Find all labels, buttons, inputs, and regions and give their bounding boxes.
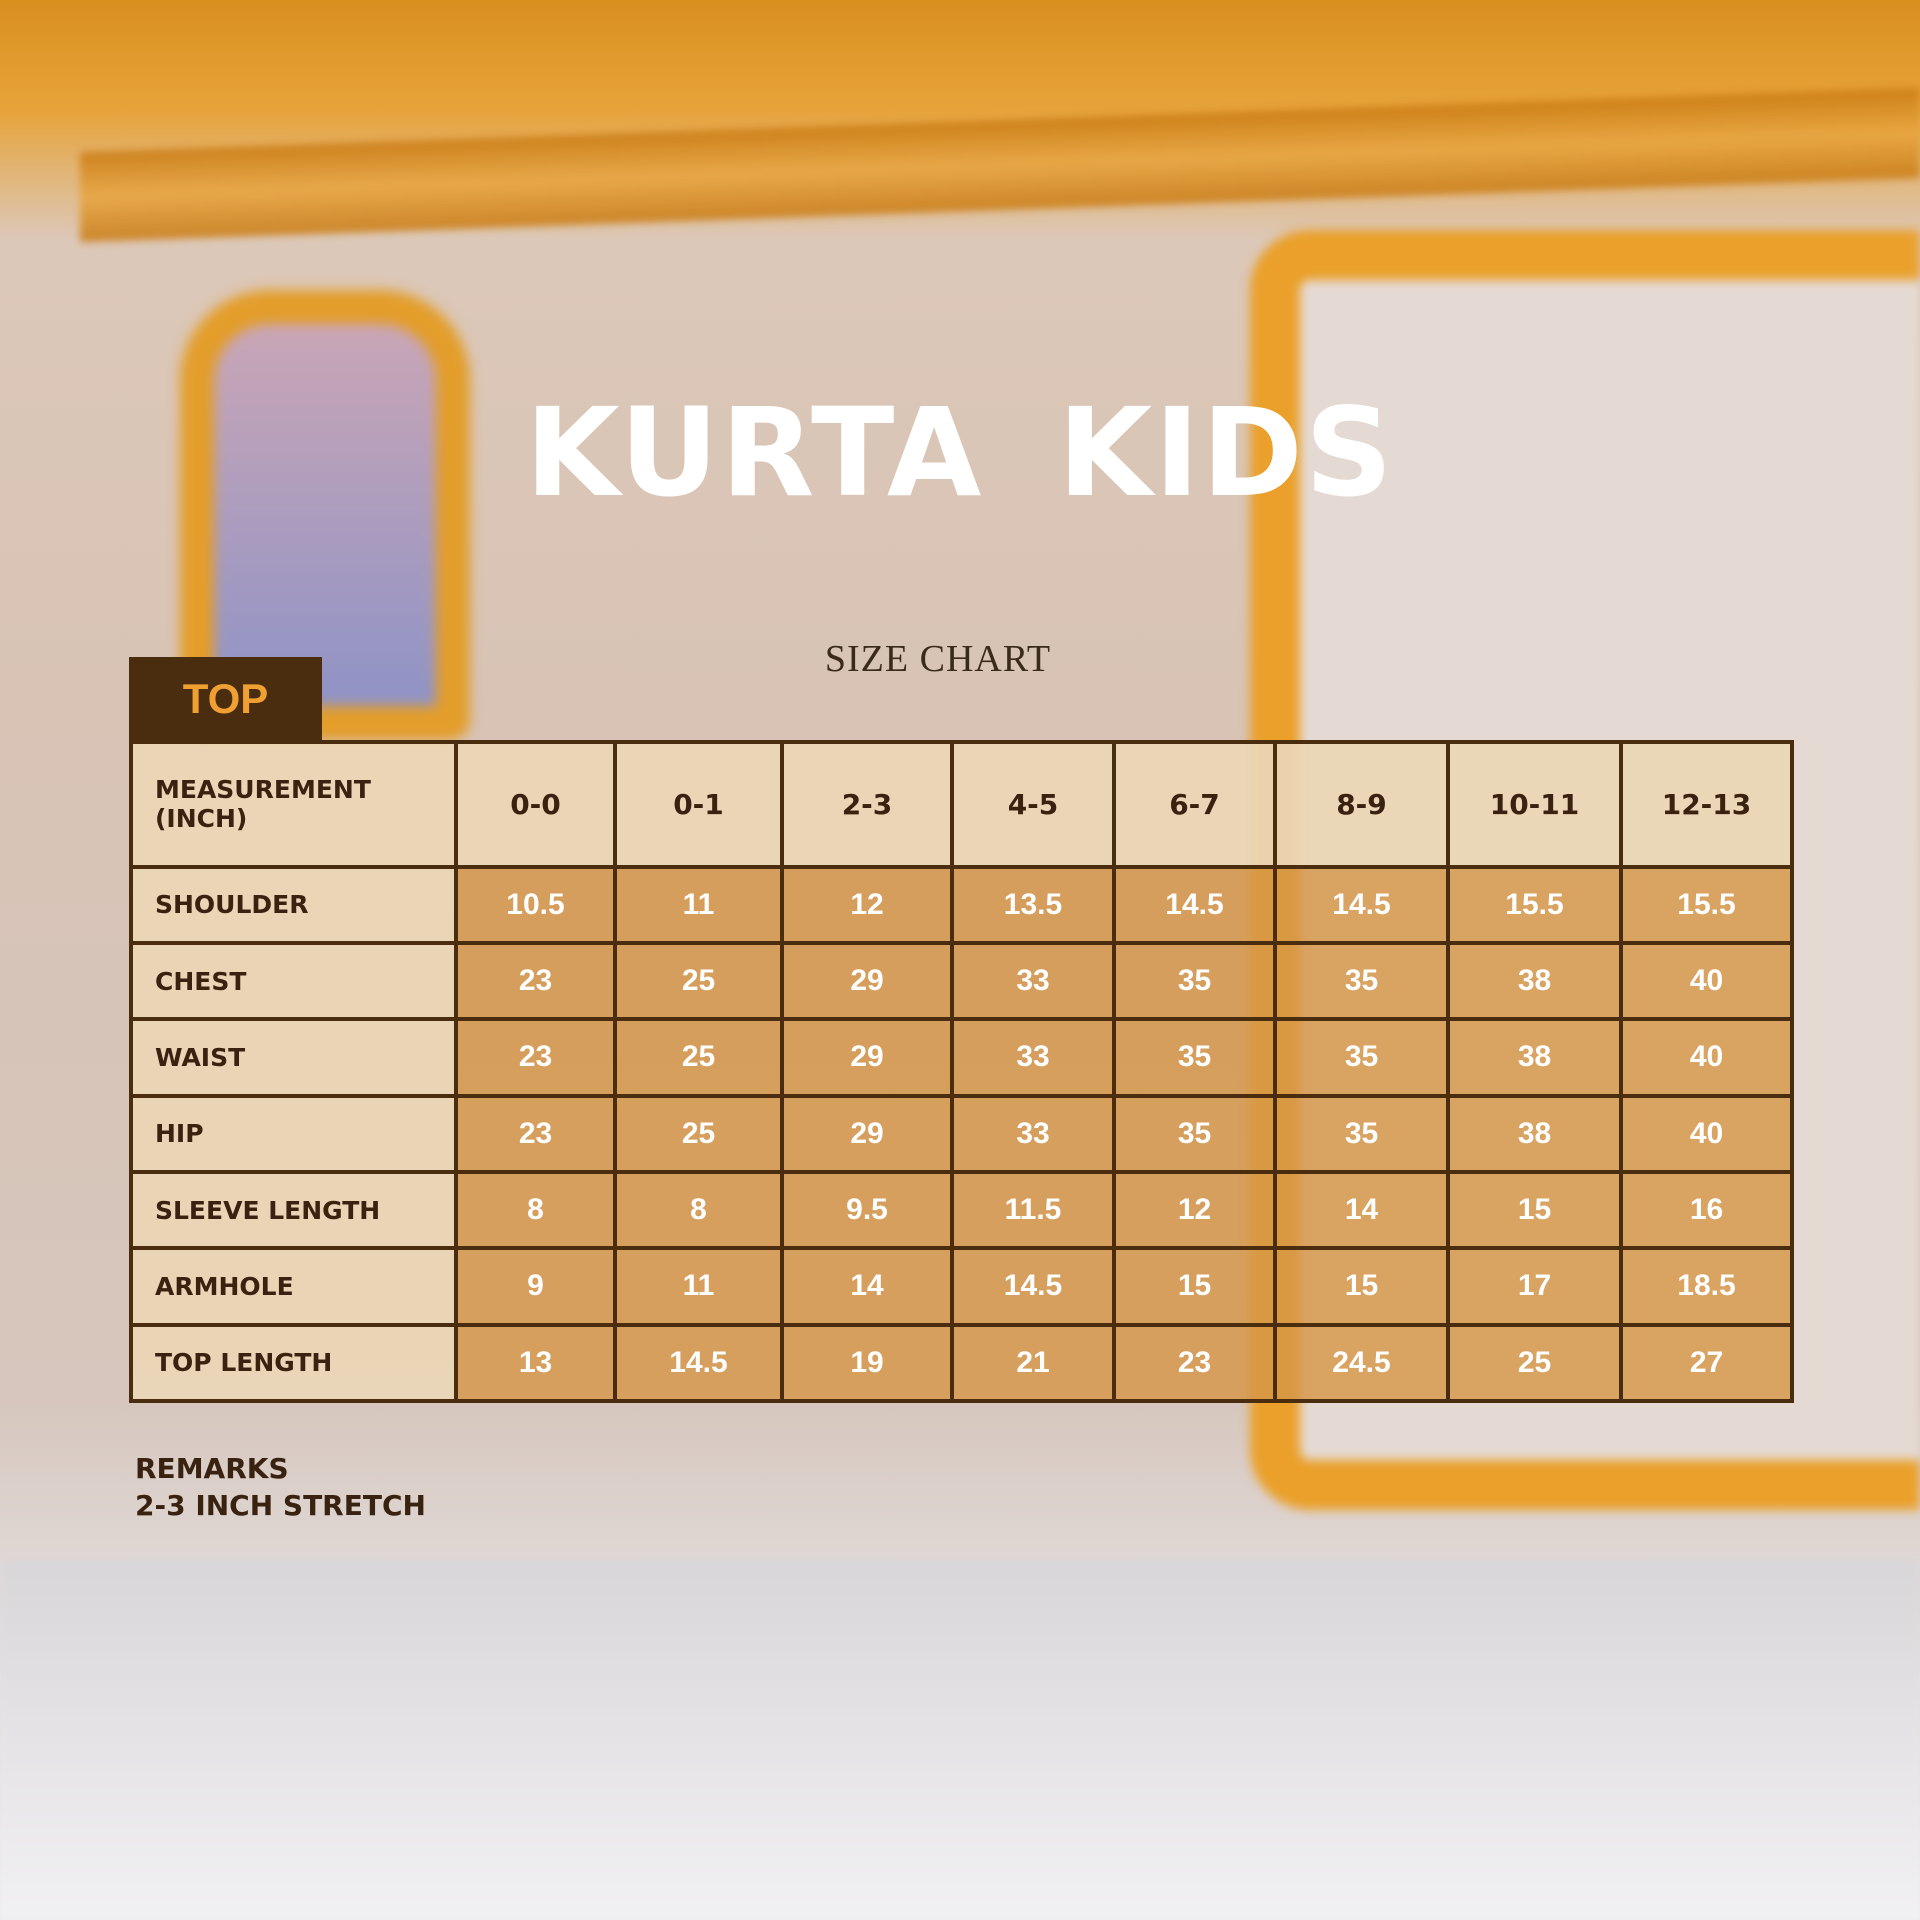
table-row: SHOULDER 10.5 11 12 13.5 14.5 14.5 15.5 15.5: [129, 864, 1794, 945]
value-cell: 14: [780, 1246, 954, 1327]
value-cell: 29: [780, 1017, 954, 1098]
row-label: HIP: [129, 1093, 458, 1174]
value-cell: 25: [613, 1093, 784, 1174]
table-row: CHEST 23 25 29 33 35 35 38 40: [129, 940, 1794, 1022]
size-header: 12-13: [1619, 740, 1794, 869]
value-cell: 12: [780, 864, 954, 945]
value-cell: 17: [1446, 1246, 1623, 1327]
value-cell: 23: [454, 1017, 617, 1098]
value-cell: 33: [950, 940, 1116, 1022]
value-cell: 25: [613, 1017, 784, 1098]
remarks-label: REMARKS: [135, 1452, 289, 1485]
remarks: REMARKS 2-3 INCH STRETCH: [135, 1450, 426, 1524]
table-row: HIP 23 25 29 33 35 35 38 40: [129, 1093, 1794, 1174]
table-row: ARMHOLE 9 11 14 14.5 15 15 17 18.5: [129, 1246, 1794, 1327]
row-label: SHOULDER: [129, 864, 458, 945]
value-cell: 35: [1273, 940, 1450, 1022]
value-cell: 9: [454, 1246, 617, 1327]
row-label: CHEST: [129, 940, 458, 1022]
value-cell: 14.5: [1112, 864, 1277, 945]
value-cell: 33: [950, 1093, 1116, 1174]
value-cell: 13.5: [950, 864, 1116, 945]
value-cell: 9.5: [780, 1169, 954, 1251]
value-cell: 24.5: [1273, 1322, 1450, 1404]
value-cell: 35: [1112, 940, 1277, 1022]
size-header: 8-9: [1273, 740, 1450, 869]
value-cell: 23: [454, 940, 617, 1022]
value-cell: 35: [1273, 1017, 1450, 1098]
size-header: 0-1: [613, 740, 784, 869]
background-ceiling: [80, 87, 1920, 243]
row-label: TOP LENGTH: [129, 1322, 458, 1404]
value-cell: 29: [780, 940, 954, 1022]
value-cell: 27: [1619, 1322, 1794, 1404]
value-cell: 23: [454, 1093, 617, 1174]
value-cell: 21: [950, 1322, 1116, 1404]
value-cell: 15: [1446, 1169, 1623, 1251]
table-row: WAIST 23 25 29 33 35 35 38 40: [129, 1017, 1794, 1098]
value-cell: 14: [1273, 1169, 1450, 1251]
value-cell: 40: [1619, 1093, 1794, 1174]
value-cell: 15.5: [1619, 864, 1794, 945]
size-header: 4-5: [950, 740, 1116, 869]
section-tab: TOP: [129, 657, 322, 740]
value-cell: 15.5: [1446, 864, 1623, 945]
row-label: SLEEVE LENGTH: [129, 1169, 458, 1251]
size-header: 10-11: [1446, 740, 1623, 869]
value-cell: 14.5: [950, 1246, 1116, 1327]
value-cell: 38: [1446, 940, 1623, 1022]
value-cell: 38: [1446, 1093, 1623, 1174]
value-cell: 8: [613, 1169, 784, 1251]
page-title: KURTA KIDS: [525, 382, 1395, 524]
size-header: 6-7: [1112, 740, 1277, 869]
value-cell: 11: [613, 1246, 784, 1327]
row-label: ARMHOLE: [129, 1246, 458, 1327]
value-cell: 11: [613, 864, 784, 945]
background-floor: [0, 1560, 1920, 1920]
value-cell: 11.5: [950, 1169, 1116, 1251]
value-cell: 29: [780, 1093, 954, 1174]
value-cell: 15: [1112, 1246, 1277, 1327]
table-header-row: MEASUREMENT (INCH) 0-0 0-1 2-3 4-5 6-7 8-9 10-1…: [129, 740, 1794, 869]
value-cell: 19: [780, 1322, 954, 1404]
value-cell: 35: [1112, 1017, 1277, 1098]
size-chart-table: MEASUREMENT (INCH) 0-0 0-1 2-3 4-5 6-7 8-9 10-1…: [129, 740, 1794, 1404]
row-label: WAIST: [129, 1017, 458, 1098]
value-cell: 13: [454, 1322, 617, 1404]
value-cell: 14.5: [613, 1322, 784, 1404]
value-cell: 18.5: [1619, 1246, 1794, 1327]
size-header: 2-3: [780, 740, 954, 869]
value-cell: 38: [1446, 1017, 1623, 1098]
value-cell: 12: [1112, 1169, 1277, 1251]
table-row: SLEEVE LENGTH 8 8 9.5 11.5 12 14 15 16: [129, 1169, 1794, 1251]
table-row: TOP LENGTH 13 14.5 19 21 23 24.5 25 27: [129, 1322, 1794, 1404]
value-cell: 35: [1112, 1093, 1277, 1174]
value-cell: 33: [950, 1017, 1116, 1098]
value-cell: 15: [1273, 1246, 1450, 1327]
header-label: MEASUREMENT (INCH): [129, 740, 458, 869]
value-cell: 8: [454, 1169, 617, 1251]
value-cell: 40: [1619, 940, 1794, 1022]
value-cell: 10.5: [454, 864, 617, 945]
value-cell: 25: [1446, 1322, 1623, 1404]
value-cell: 40: [1619, 1017, 1794, 1098]
value-cell: 25: [613, 940, 784, 1022]
subtitle: SIZE CHART: [824, 638, 1052, 680]
remarks-text: 2-3 INCH STRETCH: [135, 1489, 426, 1522]
value-cell: 14.5: [1273, 864, 1450, 945]
size-header: 0-0: [454, 740, 617, 869]
value-cell: 23: [1112, 1322, 1277, 1404]
value-cell: 35: [1273, 1093, 1450, 1174]
value-cell: 16: [1619, 1169, 1794, 1251]
